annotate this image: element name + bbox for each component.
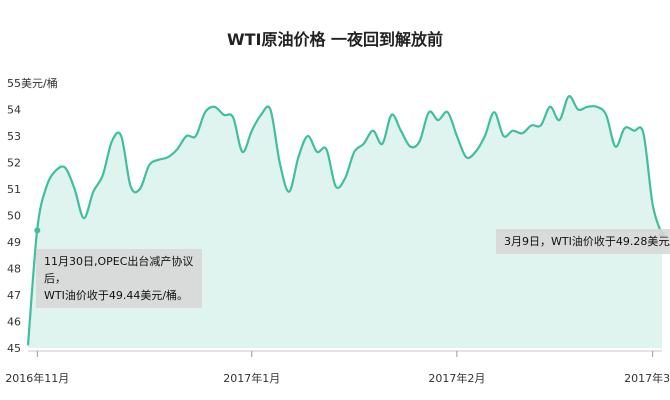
- annotation-march-line-1: 3月9日，WTI油价收于49.28美元/桶: [504, 235, 670, 248]
- annotation-marker: [34, 227, 41, 234]
- y-tick-label: 55美元/桶: [7, 76, 58, 90]
- y-tick-label: 47: [7, 289, 21, 302]
- price-area: [28, 96, 662, 348]
- y-tick-label: 53: [7, 130, 21, 143]
- y-tick-label: 45: [7, 342, 21, 355]
- annotation-march: 3月9日，WTI油价收于49.28美元/桶: [496, 229, 670, 254]
- x-tick-label: 2017年1月: [223, 371, 280, 385]
- x-tick-label: 2017年3月: [624, 371, 670, 385]
- y-axis: 55美元/桶 54 53 52 51 50 49 48 47 46 45: [7, 76, 58, 355]
- chart-title: WTI原油价格 一夜回到解放前: [226, 30, 444, 49]
- x-tick-label: 2017年2月: [428, 371, 485, 385]
- annotation-opec-line-1: 11月30日,OPEC出台减产协议后，: [44, 255, 194, 285]
- annotation-opec: 11月30日,OPEC出台减产协议后， WTI油价收于49.44美元/桶。: [36, 249, 202, 308]
- y-tick-label: 46: [7, 316, 21, 329]
- y-tick-label: 49: [7, 236, 21, 249]
- y-tick-label: 54: [7, 104, 21, 117]
- price-line: [26, 95, 664, 346]
- y-tick-label: 51: [7, 183, 21, 196]
- x-axis: 2016年11月 2017年1月 2017年2月 2017年3月: [5, 351, 670, 385]
- annotation-opec-line-2: WTI油价收于49.44美元/桶。: [44, 289, 189, 302]
- y-tick-label: 50: [7, 210, 21, 223]
- y-tick-label: 48: [7, 263, 21, 276]
- y-tick-label: 52: [7, 157, 21, 170]
- x-tick-label: 2016年11月: [5, 371, 69, 385]
